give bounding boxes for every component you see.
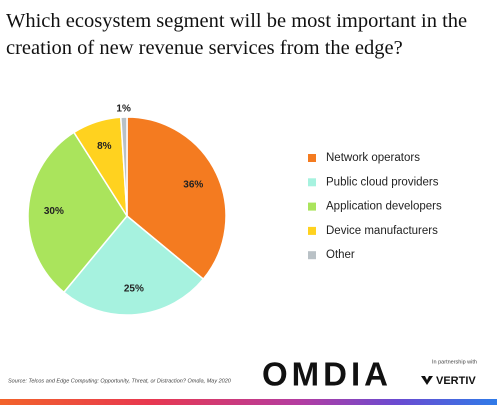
legend-swatch: [308, 226, 316, 235]
pie-slice: [119, 116, 128, 217]
source: Source: Telcos and Edge Computing: Oppor…: [8, 378, 232, 384]
logo: OMDIA: [262, 356, 392, 393]
gradient-bar: [0, 399, 497, 405]
legend-label: Other: [326, 249, 355, 261]
legend-label: Public cloud providers: [326, 176, 439, 188]
legend-label: Application developers: [326, 201, 442, 213]
value-label: 30%: [44, 206, 64, 217]
value-label: 1%: [116, 104, 131, 115]
pie-slice: [27, 131, 128, 294]
legend-swatch: [308, 178, 316, 187]
legend-label: Network operators: [326, 152, 420, 164]
legend-swatch: [308, 251, 316, 260]
chart-title: Which ecosystem segment will be most imp…: [6, 10, 468, 59]
pie-slice: [62, 214, 205, 316]
legend-swatch: [308, 202, 316, 211]
legend-swatch: [308, 154, 316, 162]
value-label: 25%: [124, 284, 144, 295]
value-label: 36%: [183, 179, 203, 190]
pie-slice: [126, 116, 227, 281]
partner-icon: [421, 376, 433, 385]
partner: VERTIV: [436, 375, 476, 387]
partner-note: In partnership with: [432, 359, 477, 365]
legend-label: Device manufacturers: [326, 225, 438, 237]
value-label: 8%: [97, 141, 112, 152]
